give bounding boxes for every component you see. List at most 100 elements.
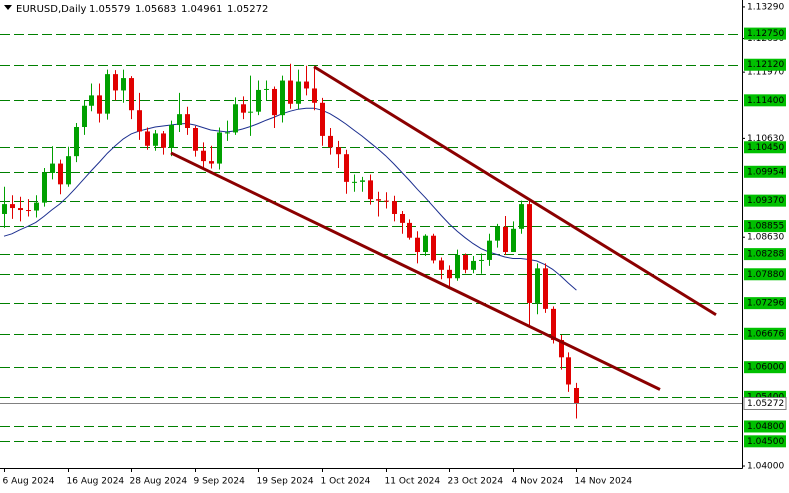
candle-body (169, 125, 174, 148)
candle-body (74, 127, 79, 157)
candle-body (58, 163, 63, 185)
candle-body (511, 228, 516, 253)
level-label: 1.07296 (747, 299, 784, 309)
candle-body (304, 81, 309, 89)
header-close: 1.05272 (227, 4, 268, 15)
candle-body (66, 156, 71, 185)
x-tick-label: 28 Aug 2024 (130, 477, 188, 487)
candle-body (447, 269, 452, 279)
level-label-box (744, 141, 786, 154)
candle-body (574, 387, 579, 404)
candle-body (193, 127, 198, 151)
candle-body (431, 235, 436, 261)
level-label-box (744, 58, 786, 71)
x-tick-label: 6 Aug 2024 (3, 477, 55, 487)
current-price-label: 1.05272 (747, 399, 784, 409)
candle-body (153, 133, 158, 146)
candle-body (487, 240, 492, 260)
menu-arrow[interactable] (4, 5, 12, 10)
symbol-label: EURUSD,Daily (16, 4, 87, 15)
x-tick-label: 9 Sep 2024 (194, 477, 246, 487)
x-tick-label: 1 Oct 2024 (321, 477, 371, 487)
header-high: 1.05683 (135, 4, 176, 15)
level-label: 1.12120 (747, 60, 784, 70)
header-open: 1.05579 (89, 4, 130, 15)
candle-body (415, 237, 420, 253)
plot-area (0, 34, 742, 442)
candle-body (121, 78, 126, 91)
candle-body (248, 111, 253, 113)
x-tick-label: 19 Sep 2024 (257, 477, 314, 487)
candle-body (89, 95, 94, 106)
x-tick-label: 4 Nov 2024 (512, 477, 564, 487)
level-label-box (744, 94, 786, 107)
level-label: 1.10450 (747, 143, 784, 153)
moving-average (3, 107, 577, 291)
candle-body (209, 161, 214, 164)
candle-body (34, 202, 39, 211)
candle-body (145, 131, 150, 146)
level-label: 1.06000 (747, 363, 784, 373)
candle-body (320, 102, 325, 136)
candle-body (439, 260, 444, 270)
candle-body (527, 204, 532, 303)
candle-body (42, 172, 47, 203)
level-label-box (744, 297, 786, 310)
candle-body (312, 88, 317, 103)
candle-body (272, 88, 277, 116)
x-tick-label: 16 Aug 2024 (67, 477, 125, 487)
candle-body (296, 81, 301, 104)
candle-body (97, 95, 102, 114)
candle-body (336, 147, 341, 155)
level-label: 1.08288 (747, 250, 784, 260)
candle-body (551, 308, 556, 341)
y-tick-label: 1.10630 (747, 134, 784, 144)
candle-body (423, 235, 428, 253)
y-tick-label: 1.13290 (747, 2, 784, 12)
candle-body (495, 226, 500, 241)
candle-body (479, 259, 484, 261)
candle-body (463, 255, 468, 270)
level-label-box (744, 268, 786, 281)
candle-body (455, 255, 460, 279)
level-label: 1.04500 (747, 437, 784, 447)
candle-body (137, 110, 142, 132)
current-price-box (743, 397, 787, 410)
candle-body (360, 180, 365, 182)
candle-body (26, 210, 31, 212)
candle-body (344, 154, 349, 182)
header-low: 1.04961 (181, 4, 222, 15)
candle-body (328, 135, 333, 148)
level-label: 1.09370 (747, 196, 784, 206)
candle-body (2, 204, 7, 214)
candle-body (559, 340, 564, 358)
candle-body (241, 104, 246, 113)
candle-body (161, 133, 166, 148)
trendline (170, 151, 661, 391)
level-label-box (744, 361, 786, 374)
level-label: 1.04800 (747, 422, 784, 432)
level-label-box (744, 435, 786, 448)
candle-body (407, 222, 412, 238)
x-tick-label: 11 Oct 2024 (385, 477, 441, 487)
level-label-box (744, 27, 786, 40)
y-tick-label: 1.04000 (747, 462, 784, 472)
candle-body (233, 104, 238, 133)
candle-body (18, 208, 23, 211)
level-label: 1.09954 (747, 167, 784, 177)
candle-body (471, 260, 476, 270)
y-tick-label: 1.11970 (747, 68, 784, 78)
candle-body (566, 357, 571, 385)
candle-body (288, 80, 293, 104)
candle-body (264, 88, 269, 90)
candle-body (225, 132, 230, 134)
y-tick-label: 1.08630 (747, 233, 784, 243)
level-label-box (744, 220, 786, 233)
candle-body (543, 268, 548, 309)
candle-body (376, 199, 381, 201)
candle-body (503, 226, 508, 253)
candle-body (400, 213, 405, 223)
candle-body (105, 74, 110, 114)
level-label: 1.06676 (747, 329, 784, 339)
